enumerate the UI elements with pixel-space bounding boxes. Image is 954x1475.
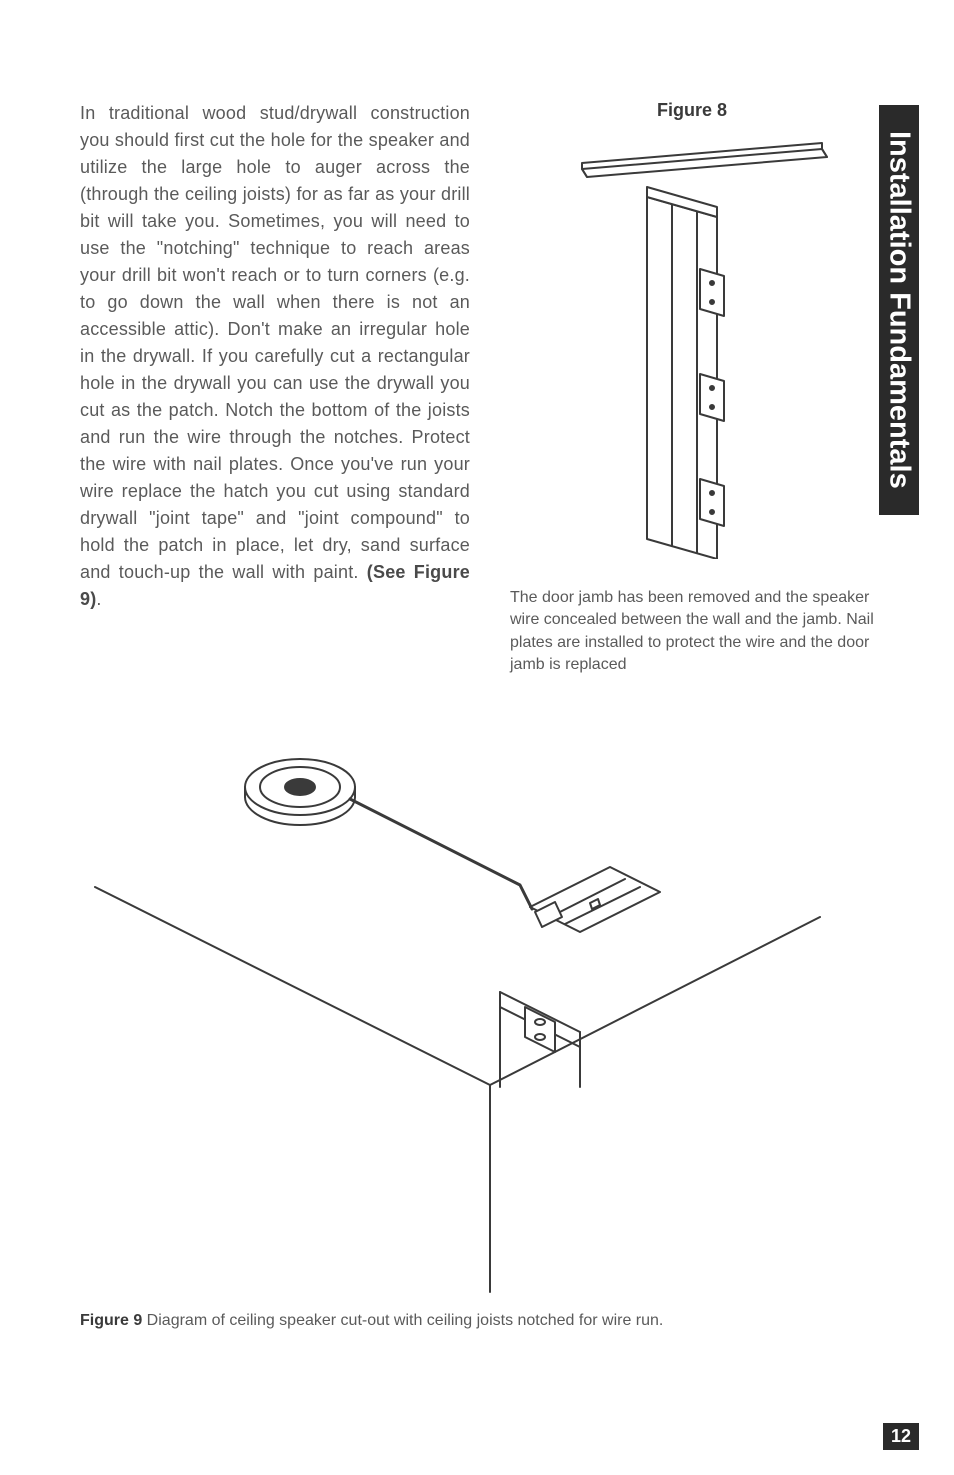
figure-8-label: Figure 8 (510, 100, 874, 121)
two-column-layout: In traditional wood stud/drywall constru… (80, 100, 874, 677)
side-tab-label: Installation Fundamentals (883, 131, 916, 489)
figure-9-caption-text: Diagram of ceiling speaker cut-out with … (142, 1312, 663, 1329)
body-paragraph: In traditional wood stud/drywall constru… (80, 100, 470, 613)
figure-9-caption: Figure 9 Diagram of ceiling speaker cut-… (80, 1312, 874, 1330)
page-content: Installation Fundamentals In traditional… (0, 0, 954, 1475)
side-tab: Installation Fundamentals (879, 105, 919, 515)
left-column: In traditional wood stud/drywall constru… (80, 100, 470, 677)
figure-9-wrap: Figure 9 Diagram of ceiling speaker cut-… (80, 717, 874, 1330)
body-text-main: In traditional wood stud/drywall constru… (80, 103, 470, 582)
page-number: 12 (883, 1423, 919, 1450)
body-text-after: . (96, 589, 101, 609)
right-column: Figure 8 (510, 100, 874, 677)
ceiling-cutout-icon (80, 717, 830, 1297)
door-jamb-icon (552, 139, 832, 559)
figure-9-label: Figure 9 (80, 1312, 142, 1329)
figure-8-diagram (510, 139, 874, 559)
figure-8-caption: The door jamb has been removed and the s… (510, 587, 874, 677)
